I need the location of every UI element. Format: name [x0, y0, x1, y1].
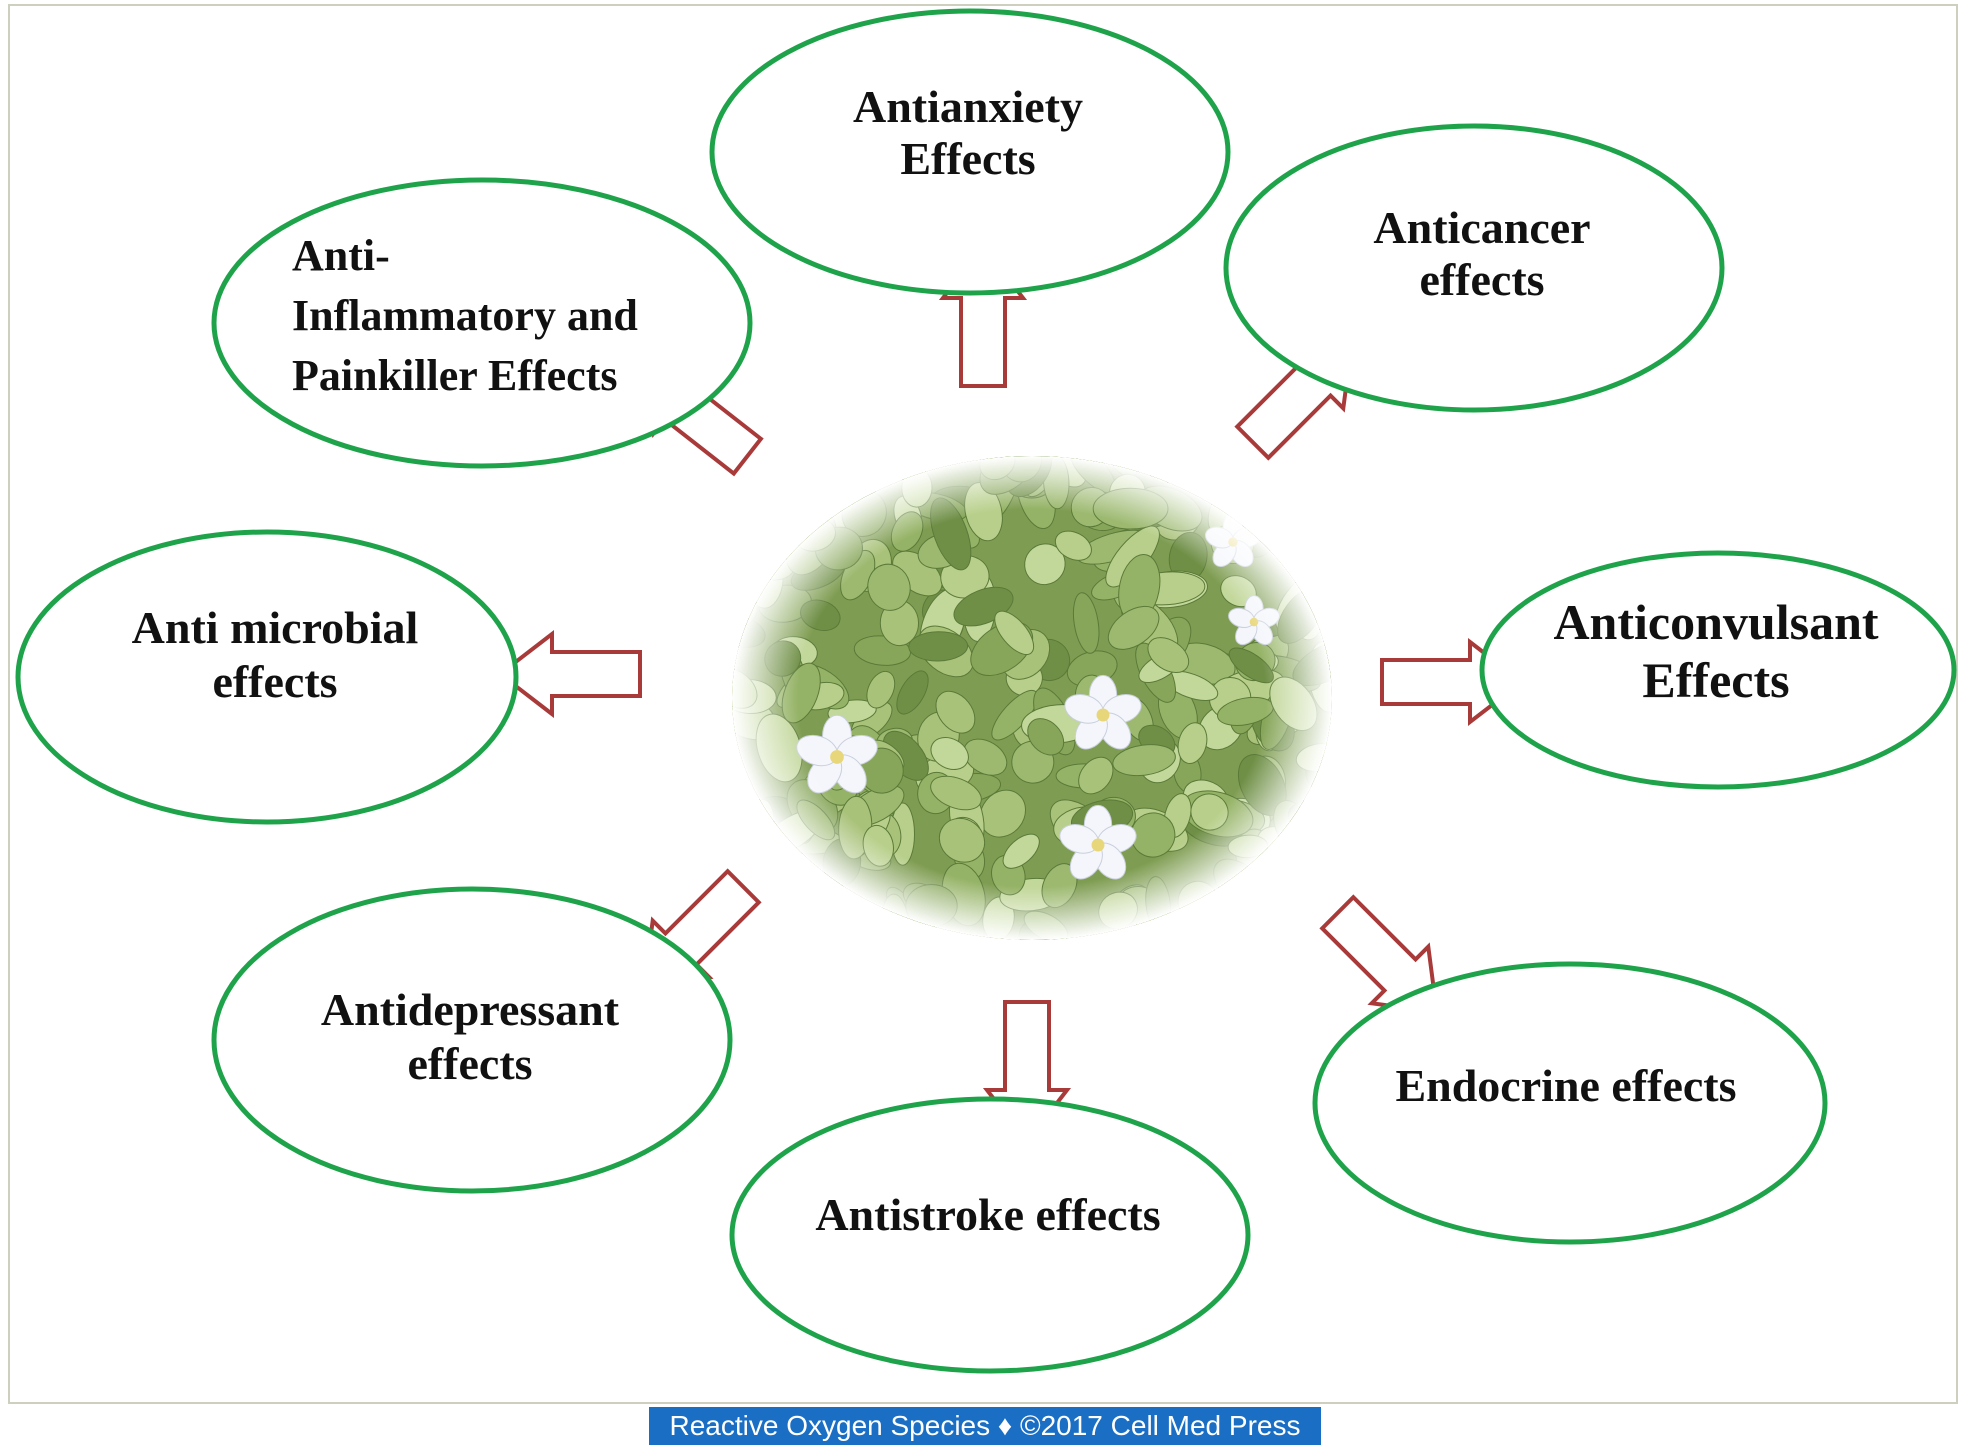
node-label: Effects: [900, 133, 1035, 184]
node-ellipse: [1312, 961, 1828, 1245]
plant-leaf: [732, 497, 763, 541]
node-anti-inflammatory: Anti- Inflammatory and Painkiller Effects: [211, 177, 753, 469]
node-label: Effects: [1642, 652, 1789, 708]
plant-leaf: [1274, 483, 1322, 516]
node-label: Anticancer: [1373, 202, 1590, 253]
plant-leaf: [748, 458, 816, 511]
plant-leaf: [773, 456, 816, 485]
node-ellipse: [211, 177, 753, 469]
node-label: Antianxiety: [853, 81, 1083, 132]
node-ellipse: [729, 1096, 1251, 1374]
plant-leaf: [1187, 915, 1222, 940]
plant-leaf: [1249, 493, 1314, 533]
node-label: Anti-: [292, 231, 390, 280]
footer-credit: Reactive Oxygen Species ♦ ©2017 Cell Med…: [649, 1407, 1321, 1445]
node-label: effects: [407, 1038, 532, 1089]
plant-leaf: [759, 474, 804, 504]
plant-leaf: [1272, 515, 1321, 543]
plant-leaf: [815, 456, 846, 487]
node-label: Inflammatory and: [292, 291, 638, 340]
node-label: effects: [212, 656, 337, 707]
plant-leaf: [1281, 485, 1332, 529]
node-ellipse: [1223, 123, 1725, 413]
figure-frame: [8, 4, 1958, 1404]
plant-leaf: [799, 906, 840, 940]
node-label: Anticonvulsant: [1553, 594, 1878, 650]
node-endocrine: Endocrine effects: [1312, 961, 1828, 1245]
node-antistroke: Antistroke effects: [729, 1096, 1251, 1374]
plant-leaf: [1178, 456, 1237, 488]
node-label: Anti microbial: [132, 602, 419, 653]
plant-leaf: [1316, 456, 1332, 482]
node-ellipse: [211, 886, 733, 1194]
node-ellipse: [1479, 550, 1957, 790]
node-label: effects: [1419, 254, 1544, 305]
plant-leaf: [1299, 456, 1332, 478]
arrow-to-antimicrobial: [498, 632, 642, 716]
plant-leaf: [794, 456, 819, 498]
node-ellipse: [709, 8, 1231, 296]
node-ellipse: [15, 529, 519, 825]
node-label: Painkiller Effects: [292, 351, 617, 400]
bacopa-plant-image: [732, 456, 1332, 940]
node-label: Antidepressant: [321, 984, 620, 1035]
plant-leaf: [765, 456, 807, 505]
node-label: Endocrine effects: [1395, 1060, 1736, 1111]
node-label: Antistroke effects: [815, 1189, 1160, 1240]
plant-leaf: [769, 501, 808, 541]
